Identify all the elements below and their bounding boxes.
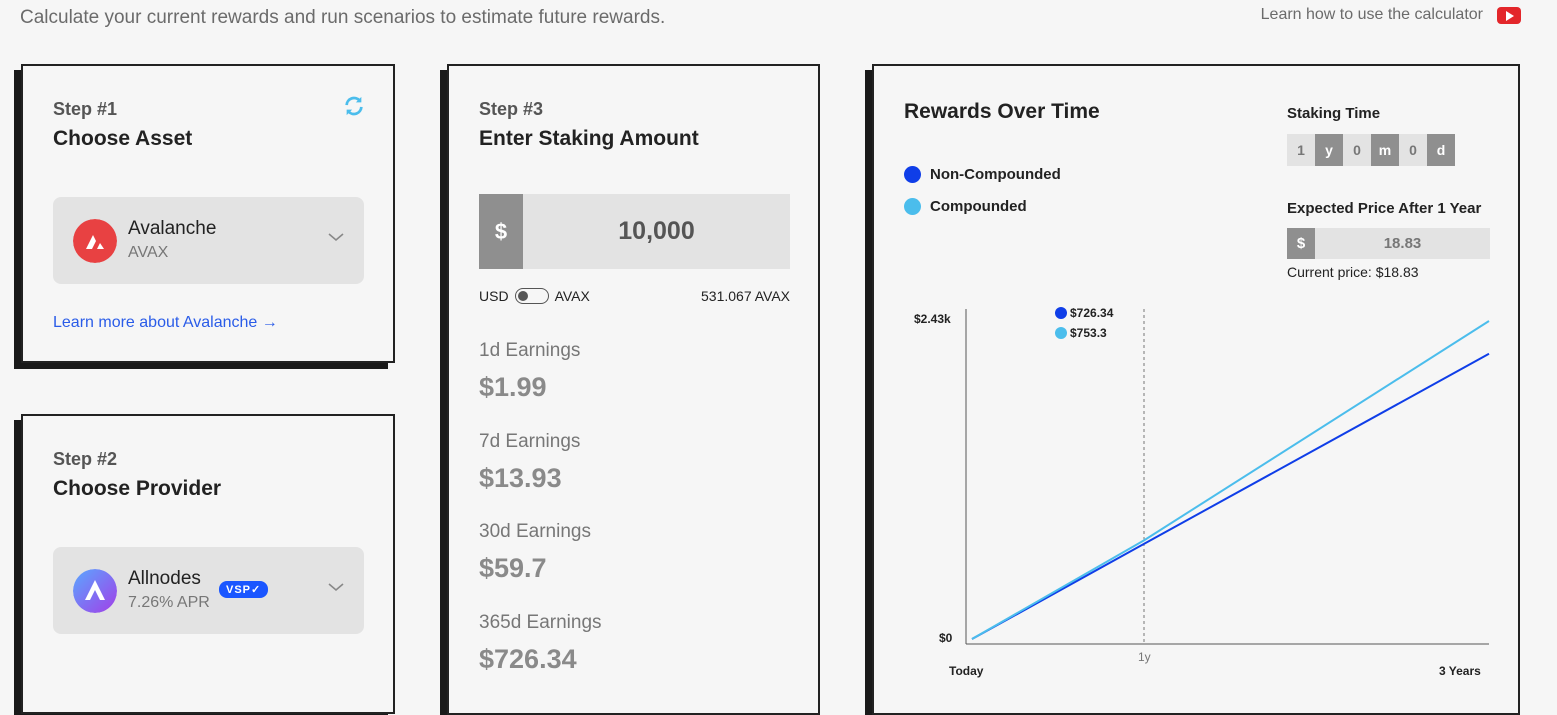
- legend-compounded: Compounded: [904, 198, 1027, 215]
- staking-months-input[interactable]: 0: [1343, 134, 1371, 166]
- intro-text: Calculate your current rewards and run s…: [20, 7, 666, 28]
- earnings-1d-value: $1.99: [479, 372, 547, 402]
- verified-provider-badge: VSP✓: [219, 581, 269, 598]
- legend-label-non-compounded: Non-Compounded: [930, 166, 1061, 183]
- legend-dot-compounded: [904, 198, 921, 215]
- toggle-usd-label: USD: [479, 288, 509, 304]
- chevron-down-icon: [328, 233, 344, 242]
- refresh-icon[interactable]: [343, 95, 365, 117]
- step1-title: Choose Asset: [53, 127, 193, 150]
- staking-days-input[interactable]: 0: [1399, 134, 1427, 166]
- step1-card: Step #1 Choose Asset Avalanche AVAX Lear…: [21, 64, 395, 363]
- tooltip-value-compounded: $753.3: [1070, 326, 1107, 340]
- step3-title: Enter Staking Amount: [479, 127, 699, 150]
- asset-name: Avalanche: [128, 218, 217, 239]
- tooltip-value-non-compounded: $726.34: [1070, 306, 1114, 320]
- step1-number: Step #1: [53, 99, 118, 119]
- converted-amount: 531.067 AVAX: [701, 288, 790, 304]
- currency-toggle-row: USD AVAX 531.067 AVAX: [479, 288, 790, 304]
- staking-years-unit: y: [1315, 134, 1343, 166]
- learn-calculator-label: Learn how to use the calculator: [1260, 6, 1483, 23]
- tooltip-non-compounded: $726.34: [1055, 306, 1113, 320]
- y-tick-min: $0: [939, 631, 953, 645]
- learn-calculator-link[interactable]: Learn how to use the calculator: [1261, 6, 1521, 24]
- rewards-title: Rewards Over Time: [904, 100, 1100, 123]
- earnings-365d-value: $726.34: [479, 644, 577, 674]
- legend-non-compounded: Non-Compounded: [904, 166, 1061, 183]
- legend-dot-non-compounded: [904, 166, 921, 183]
- asset-ticker: AVAX: [128, 244, 169, 261]
- step2-title: Choose Provider: [53, 477, 222, 500]
- earnings-30d-value: $59.7: [479, 553, 547, 583]
- youtube-icon[interactable]: [1497, 6, 1521, 24]
- tooltip-dot-non-compounded: [1055, 307, 1067, 319]
- earnings-7d-label: 7d Earnings: [479, 431, 581, 452]
- current-price: Current price: $18.83: [1287, 264, 1419, 280]
- x-tick-end: 3 Years: [1439, 664, 1481, 678]
- expected-price-input[interactable]: 18.83: [1383, 235, 1422, 252]
- earnings-7d-value: $13.93: [479, 463, 562, 493]
- x-tick-start: Today: [949, 664, 984, 678]
- step3-card: Step #3 Enter Staking Amount $ 10,000 US…: [447, 64, 820, 715]
- currency-symbol: $: [479, 194, 523, 269]
- staking-amount-field[interactable]: $ 10,000: [479, 194, 790, 269]
- staking-months-unit: m: [1371, 134, 1399, 166]
- series-line-compounded: [971, 320, 1490, 640]
- earnings-30d-label: 30d Earnings: [479, 521, 591, 542]
- expected-price-field[interactable]: $ 18.83: [1287, 228, 1490, 259]
- staking-amount-input[interactable]: 10,000: [618, 217, 695, 245]
- y-tick-max: $2.43k: [914, 312, 951, 326]
- rewards-card: Rewards Over Time Non-Compounded Compoun…: [872, 64, 1520, 715]
- learn-more-avalanche-link[interactable]: Learn more about Avalanche →: [53, 314, 278, 331]
- series-line-non-compounded: [971, 352, 1490, 640]
- earnings-1d-label: 1d Earnings: [479, 340, 581, 361]
- provider-apr: 7.26% APR: [128, 594, 210, 611]
- price-currency-symbol: $: [1287, 228, 1315, 259]
- step2-number: Step #2: [53, 449, 118, 469]
- staking-time-label: Staking Time: [1287, 105, 1381, 122]
- avalanche-logo-icon: [73, 219, 117, 263]
- tooltip-dot-compounded: [1055, 327, 1067, 339]
- provider-name: Allnodes: [128, 568, 201, 589]
- allnodes-logo-icon: [73, 569, 117, 613]
- chevron-down-icon: [328, 583, 344, 592]
- expected-price-label: Expected Price After 1 Year: [1287, 200, 1482, 217]
- toggle-avax-label: AVAX: [554, 288, 590, 304]
- step2-card: Step #2 Choose Provider Allnodes 7.26% A…: [21, 414, 395, 714]
- rewards-chart: [965, 309, 1490, 645]
- asset-select[interactable]: Avalanche AVAX: [53, 197, 364, 284]
- step3-number: Step #3: [479, 99, 544, 119]
- legend-label-compounded: Compounded: [930, 198, 1027, 215]
- staking-time-inputs: 1 y 0 m 0 d: [1287, 134, 1455, 166]
- x-tick-marker: 1y: [1138, 650, 1151, 664]
- staking-years-input[interactable]: 1: [1287, 134, 1315, 166]
- staking-days-unit: d: [1427, 134, 1455, 166]
- earnings-365d-label: 365d Earnings: [479, 612, 602, 633]
- tooltip-compounded: $753.3: [1055, 326, 1107, 340]
- currency-toggle[interactable]: [514, 288, 549, 304]
- provider-select[interactable]: Allnodes 7.26% APR VSP✓: [53, 547, 364, 634]
